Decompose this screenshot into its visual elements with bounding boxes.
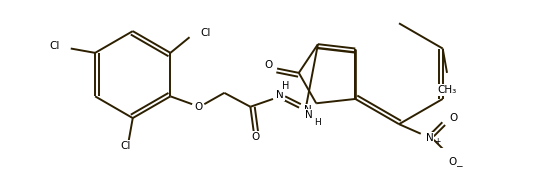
Text: −: − [455, 161, 463, 169]
Text: Cl: Cl [49, 41, 60, 51]
Text: O: O [450, 113, 458, 123]
Text: O: O [194, 102, 202, 112]
Text: H: H [282, 81, 290, 91]
Text: O: O [251, 131, 260, 142]
Text: Cl: Cl [121, 141, 131, 151]
Text: H: H [314, 118, 321, 127]
Text: Cl: Cl [201, 28, 211, 38]
Text: O: O [448, 156, 456, 166]
Text: O: O [264, 60, 273, 70]
Text: N: N [425, 133, 433, 143]
Text: +: + [434, 137, 441, 146]
Text: N: N [305, 111, 313, 120]
Text: N: N [304, 105, 312, 115]
Text: N: N [276, 90, 284, 100]
Text: CH₃: CH₃ [437, 85, 457, 95]
